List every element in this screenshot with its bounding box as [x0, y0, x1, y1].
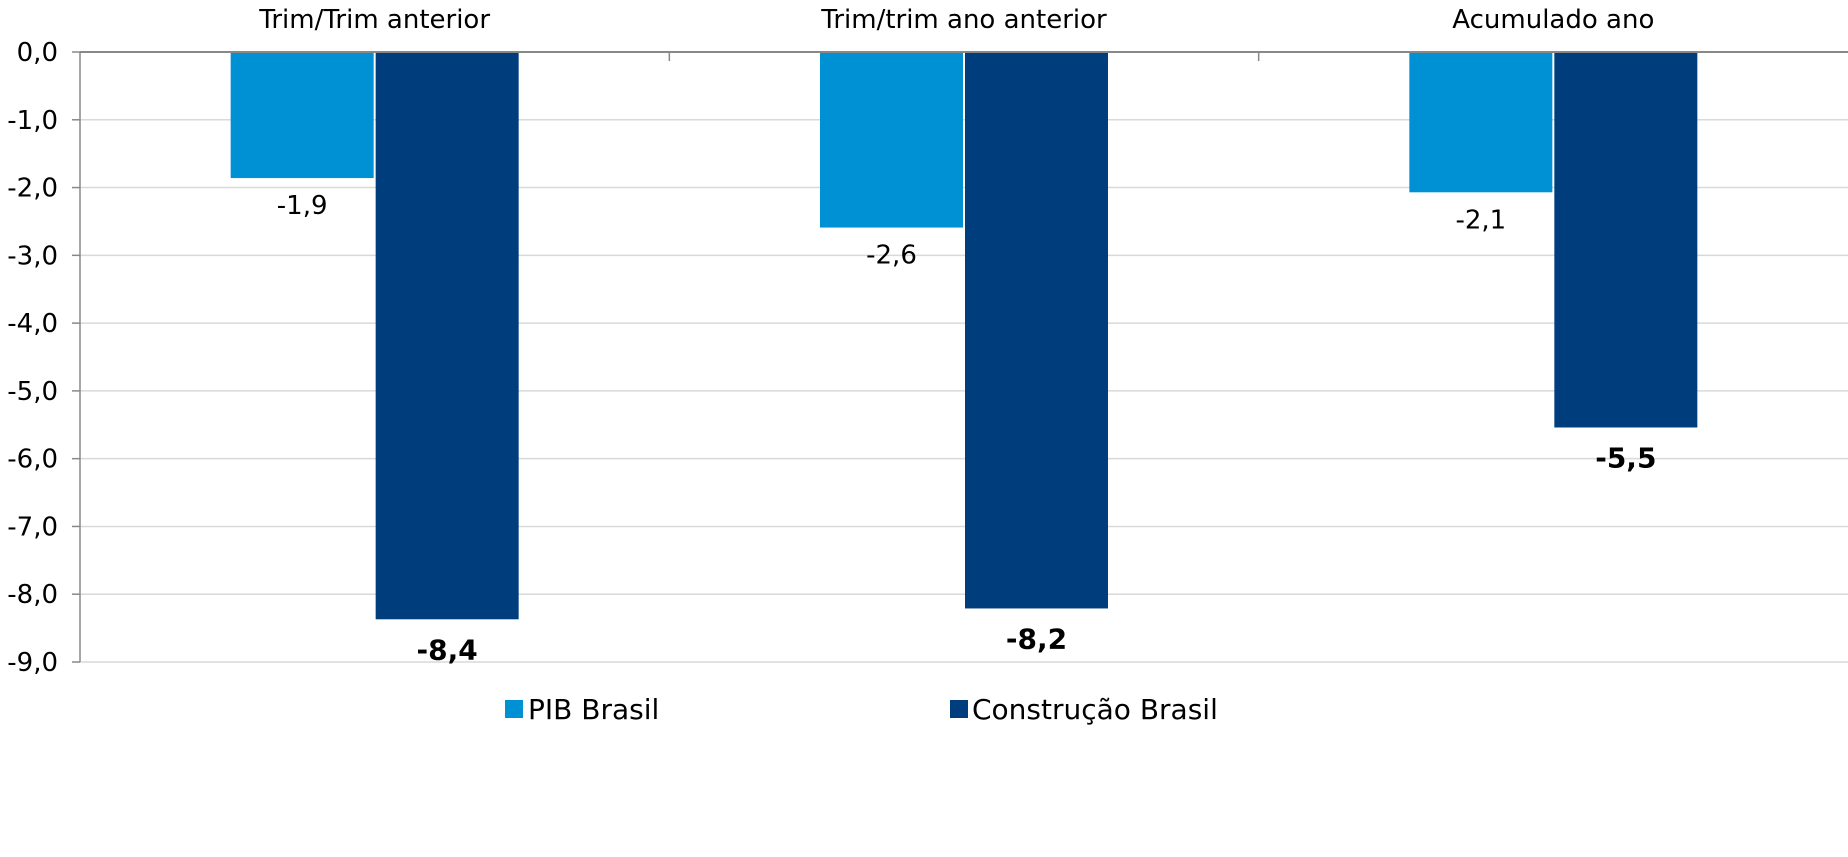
axes	[72, 51, 1848, 663]
data-label: -2,6	[866, 241, 917, 271]
legend: PIB Brasil Construção Brasil	[505, 693, 1218, 726]
data-label: -5,5	[1595, 441, 1656, 474]
y-tick-label: -6,0	[7, 445, 58, 475]
data-label: -8,2	[1006, 622, 1067, 655]
y-tick-label: 0,0	[17, 38, 58, 68]
data-label: -1,9	[277, 191, 328, 221]
legend-label: PIB Brasil	[528, 693, 659, 726]
y-tick-label: -1,0	[7, 106, 58, 136]
y-tick-label: -2,0	[7, 174, 58, 204]
category-labels: Trim/Trim anterior Trim/trim ano anterior…	[258, 5, 1654, 35]
legend-label: Construção Brasil	[972, 693, 1218, 726]
y-tick-label: -4,0	[7, 309, 58, 339]
bar	[230, 52, 374, 179]
category-label: Trim/trim ano anterior	[820, 5, 1107, 35]
data-label: -2,1	[1455, 205, 1506, 235]
category-label: Trim/Trim anterior	[258, 5, 490, 35]
bar	[965, 52, 1108, 609]
y-tick-label: -8,0	[7, 580, 58, 610]
y-tick-label: -5,0	[7, 377, 58, 407]
data-labels: -1,9 -2,6 -2,1 -8,4 -8,2 -5,5	[277, 191, 1657, 666]
legend-swatch	[505, 700, 523, 718]
y-tick-label: -3,0	[7, 241, 58, 271]
category-label: Acumulado ano	[1452, 5, 1654, 35]
legend-swatch	[950, 700, 968, 718]
y-tick-label: -7,0	[7, 512, 58, 542]
bar	[375, 52, 519, 620]
y-tick-label: -9,0	[7, 648, 58, 678]
bar	[1409, 52, 1553, 193]
data-label: -8,4	[417, 633, 478, 666]
bar	[820, 52, 963, 228]
bars	[230, 52, 1698, 620]
gridlines	[80, 119, 1848, 663]
y-tick-labels: 0,0 -1,0 -2,0 -3,0 -4,0 -5,0 -6,0 -7,0 -8,0 -9,0	[7, 38, 58, 678]
bar	[1554, 52, 1698, 428]
